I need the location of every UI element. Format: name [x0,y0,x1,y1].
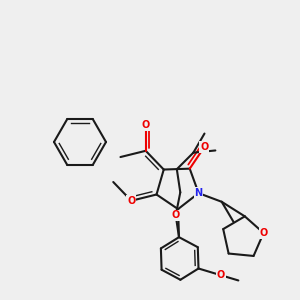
Text: N: N [194,188,202,198]
Text: O: O [260,228,268,238]
Text: O: O [127,196,135,206]
Text: O: O [172,210,180,220]
Text: O: O [200,142,208,152]
Text: O: O [217,270,225,280]
Text: O: O [142,120,150,130]
